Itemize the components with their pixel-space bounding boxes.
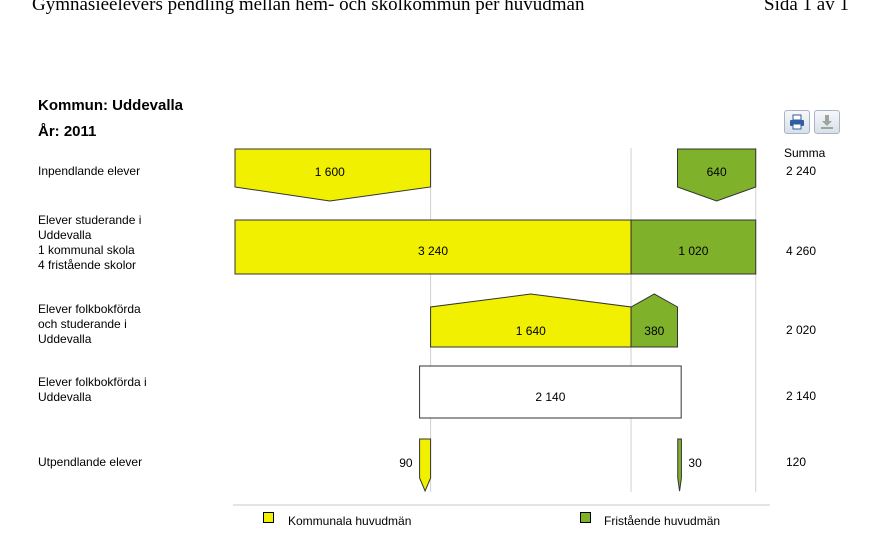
summa-utpendlande: 120: [786, 455, 807, 469]
bar-inpendlande-kommunal: [234, 148, 432, 202]
row-label-inpendlande: Inpendlande elever: [38, 164, 141, 178]
kommun-title: Kommun: Uddevalla: [38, 97, 184, 114]
summa-folkbokforda-studerande: 2 020: [786, 323, 817, 337]
legend-swatch-kommunal: [263, 512, 274, 523]
summa-header: Summa: [784, 146, 826, 160]
download-button[interactable]: [814, 110, 840, 134]
label-folkbokforda-studerande-kommunal: 1 640: [516, 324, 546, 338]
bar-folkbokforda-studerande-fristaende: [630, 293, 679, 348]
bar-studerande-kommunal: [234, 219, 632, 275]
year-title: År: 2011: [38, 123, 97, 140]
row-label-folkbokforda: Elever folkbokförda i Uddevalla: [38, 375, 147, 404]
download-icon: [821, 115, 833, 129]
label-utpendlande-fristaende: 30: [688, 456, 702, 470]
summa-studerande: 4 260: [786, 244, 817, 258]
page-number: Sida 1 av 1: [764, 0, 849, 15]
bar-utpendlande-fristaende: [677, 438, 682, 492]
bar-folkbokforda-studerande-kommunal: [430, 293, 632, 348]
summa-folkbokforda: 2 140: [786, 389, 817, 403]
bar-folkbokforda-total: [419, 365, 682, 419]
legend-label-fristaende: Fristående huvudmän: [604, 514, 721, 528]
row-label-utpendlande: Utpendlande elever: [38, 455, 143, 469]
label-folkbokforda-total: 2 140: [535, 390, 565, 404]
print-button[interactable]: [784, 110, 810, 134]
print-icon: [790, 114, 804, 130]
label-utpendlande-kommunal: 90: [399, 456, 413, 470]
legend-swatch-fristaende: [580, 512, 591, 523]
label-inpendlande-kommunal: 1 600: [315, 165, 345, 179]
label-inpendlande-fristaende: 640: [707, 165, 727, 179]
label-studerande-fristaende: 1 020: [678, 244, 708, 258]
summa-inpendlande: 2 240: [786, 164, 817, 178]
label-folkbokforda-studerande-fristaende: 380: [644, 324, 664, 338]
bar-studerande-fristaende: [630, 219, 757, 275]
row-label-studerande: Elever studerande i Uddevalla 1 kommunal…: [38, 213, 142, 272]
bar-utpendlande-kommunal: [419, 438, 432, 493]
row-label-folkbokforda-studerande: Elever folkbokförda och studerande i Udd…: [38, 302, 141, 346]
label-studerande-kommunal: 3 240: [418, 244, 448, 258]
document-title: Gymnasieelevers pendling mellan hem- och…: [32, 0, 585, 15]
bar-inpendlande-fristaende: [677, 148, 757, 202]
legend-label-kommunal: Kommunala huvudmän: [288, 514, 412, 528]
